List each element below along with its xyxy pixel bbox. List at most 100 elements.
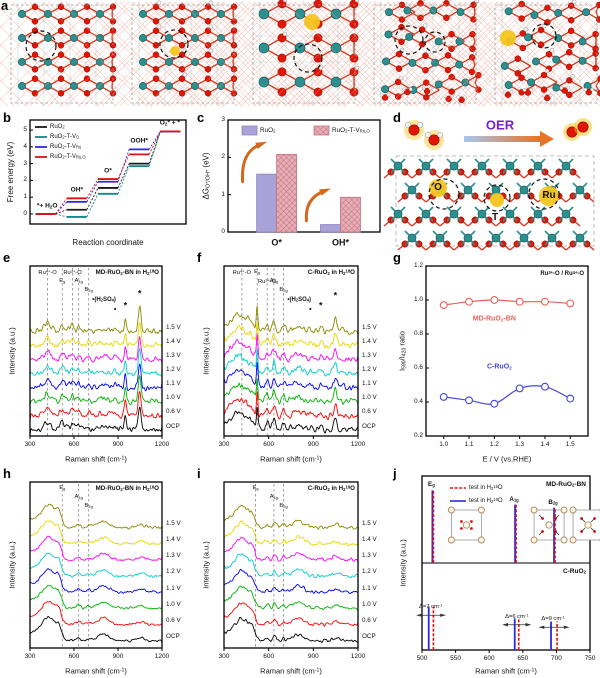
panel-a: a	[0, 0, 600, 112]
x-axis-label: Raman shift (cm-1)	[260, 454, 322, 464]
panel-b: b 0 1 2 3 4 5 RuO2 RuO2-T-VO RuO2-T-VRu RuO2-T-VR…	[2, 111, 194, 250]
y-tick: 0.4	[413, 397, 423, 405]
panel-letter-c: c	[197, 110, 205, 125]
panel-title-e: MD-RuO2-BN in H218O	[95, 268, 159, 277]
data-point	[515, 384, 524, 393]
y-axis-label: Intensity (a.u.)	[201, 541, 211, 589]
voltage-label-1.4 V: 1.4 V	[362, 338, 377, 346]
y-tick: 4	[23, 142, 27, 150]
x-tick: 1.0	[439, 440, 449, 448]
oer-schematic-svg	[383, 118, 595, 251]
bar-legend-0: RuO2	[260, 126, 276, 134]
voltage-label-1.0 V: 1.0 V	[166, 394, 181, 402]
oer-schematic: OER O T Ru	[383, 112, 598, 251]
raman-curve-0.6 V	[30, 390, 162, 421]
raman-curve-1.2 V	[224, 349, 358, 377]
voltage-label-1.5 V: 1.5 V	[166, 323, 181, 331]
raman-curve-0.6 V	[224, 391, 358, 421]
x-tick: 600	[68, 440, 80, 448]
x-tick: 1200	[154, 440, 170, 448]
crystal-structure-4	[266, 0, 600, 107]
y-tick: 1.0	[413, 295, 423, 303]
bar-1-O*	[276, 153, 298, 233]
free-energy-diagram: 0 1 2 3 4 5 RuO2 RuO2-T-VO RuO2-T-VRu RuO2-T-VRu,…	[2, 112, 194, 250]
voltage-label-1.4 V: 1.4 V	[166, 536, 181, 544]
ru-site-circle	[528, 178, 560, 210]
defect-site-circle	[424, 31, 446, 53]
mode-label: Ru3+-O	[63, 268, 82, 276]
raman-curve-OCP	[30, 616, 162, 643]
data-point	[541, 297, 549, 306]
panel-letter-e: e	[3, 250, 11, 265]
panel-letter-h: h	[3, 466, 11, 481]
plot-frame	[223, 481, 359, 649]
data-point	[490, 296, 499, 304]
x-axis-label: Reaction coordinate	[72, 238, 144, 247]
x-tick: 1.1	[464, 440, 474, 448]
voltage-label-1.4 V: 1.4 V	[362, 536, 377, 544]
panel-letter-i: i	[197, 466, 201, 481]
voltage-label-1.1 V: 1.1 V	[166, 380, 181, 388]
site-label-t: T	[491, 212, 499, 223]
voltage-label-1.5 V: 1.5 V	[362, 323, 377, 331]
photo-excitation-spot	[304, 14, 320, 30]
x-tick: 900	[307, 652, 319, 660]
x-tick: 750	[584, 654, 596, 662]
raman-curve-1.5 V	[224, 305, 358, 336]
series-label-1: C-RuO2	[486, 363, 512, 372]
oer-label: OER	[485, 117, 515, 133]
ratio-line-0	[443, 299, 571, 306]
photo-excitation-spot	[500, 30, 516, 46]
raman-curve-OCP	[224, 616, 358, 644]
raman-svg-e	[29, 265, 163, 439]
data-point	[515, 297, 524, 306]
corner-label: Ru3+-O / Ru4+-O	[540, 269, 584, 278]
defect-site-circle	[293, 43, 323, 73]
plot-frame	[425, 265, 589, 437]
raman-curve-OCP	[30, 406, 162, 435]
voltage-label-1.1 V: 1.1 V	[362, 584, 377, 592]
arrowhead	[416, 613, 422, 617]
t-site-circle	[483, 184, 511, 212]
voltage-label-OCP: OCP	[362, 632, 376, 640]
raman-curve-1.2 V	[224, 553, 358, 579]
mode-label: Eg	[59, 278, 66, 285]
x-tick: 900	[112, 440, 124, 448]
mode-label: Eg	[59, 485, 66, 492]
x-tick: 300	[218, 440, 230, 448]
category-label-1: OH*	[331, 237, 349, 248]
y-axis-label: Intensity (a.u.)	[201, 327, 211, 375]
legend-0: RuO2	[50, 124, 65, 130]
voltage-label-OCP: OCP	[166, 632, 180, 640]
peak-marker: *	[333, 290, 338, 301]
y-tick: 3	[23, 159, 27, 167]
voltage-label-0.6 V: 0.6 V	[362, 408, 377, 416]
x-tick: 1200	[350, 652, 366, 660]
raman-curve-1.3 V	[224, 536, 358, 563]
mode-label: A1g	[269, 494, 279, 501]
crystal-structure-3	[145, 0, 557, 107]
legend-3: RuO2-T-VRu,O	[50, 154, 86, 160]
voltage-label-1.2 V: 1.2 V	[362, 568, 377, 576]
x-axis-label: Raman shift (cm-1)	[65, 666, 127, 676]
x-tick: 600	[263, 440, 275, 448]
arrowhead	[502, 623, 508, 627]
peak-marker: •	[309, 306, 312, 314]
voltage-label-OCP: OCP	[166, 422, 180, 430]
voltage-label-1.0 V: 1.0 V	[166, 600, 181, 608]
mode-label: B2g	[84, 503, 93, 510]
voltage-label-1.0 V: 1.0 V	[362, 600, 377, 608]
panel-g: g 1.0 1.1 1.2 1.3 1.4 1.5 0.2 0.4 0.6 0.8 1.0 1.2 MD…	[392, 251, 598, 466]
raman-svg-i	[223, 481, 359, 651]
x-tick: 600	[263, 652, 275, 660]
mode-label: Ru3+-O	[257, 277, 277, 285]
isotope-legend-0: test in H216O	[469, 483, 503, 492]
peak-marker: *	[137, 288, 142, 299]
voltage-label-1.1 V: 1.1 V	[166, 584, 181, 592]
raman-curve-1.1 V	[224, 568, 358, 595]
data-point	[439, 392, 448, 401]
panel-title-f: C-RuO2 in H218O	[307, 268, 355, 277]
panel-letter-j: j	[393, 466, 397, 481]
plot-frame	[29, 119, 187, 225]
x-tick: 650	[517, 654, 529, 662]
